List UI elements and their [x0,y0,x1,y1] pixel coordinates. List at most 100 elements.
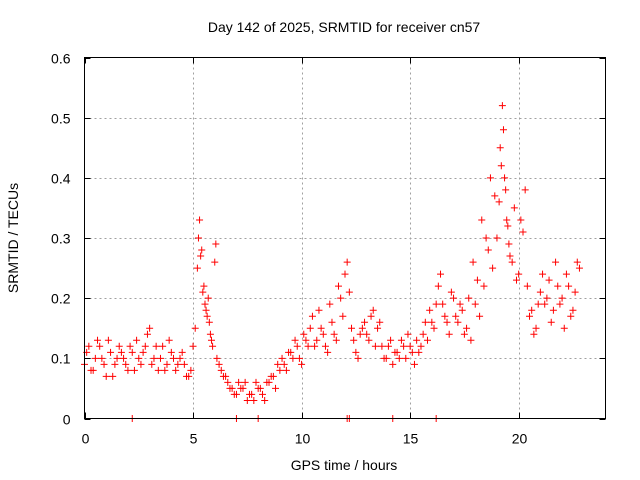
data-point [517,216,525,224]
data-point [415,348,423,356]
data-point [226,384,234,392]
data-point [243,396,251,404]
data-point [141,342,149,350]
data-point [321,342,329,350]
data-point [378,342,386,350]
y-axis-title: SRMTID / TECUs [5,183,21,293]
data-point [143,330,151,338]
chart-title: Day 142 of 2025, SRMTID for receiver cn5… [208,19,481,35]
data-point [98,354,106,362]
x-tick-label: 0 [82,431,90,447]
data-point [317,324,325,332]
data-point [311,342,319,350]
data-point [532,324,540,332]
data-point [328,318,336,326]
x-tick-label: 20 [512,431,528,447]
data-point [505,240,513,248]
data-point [193,264,201,272]
data-point [189,342,197,350]
data-point [224,378,232,386]
data-point [434,282,442,290]
data-point [460,330,468,338]
data-point [126,342,134,350]
data-point [534,300,542,308]
data-point [484,246,492,254]
data-point [302,336,310,344]
data-point [530,330,538,338]
data-point [497,162,505,170]
data-point [402,354,410,362]
data-point [512,276,520,284]
data-point [282,366,290,374]
data-point [291,336,299,344]
data-point [207,336,215,344]
data-point [165,336,173,344]
y-tick-label: 0.2 [51,291,71,307]
data-point [198,246,206,254]
data-point [482,234,490,242]
data-point [417,342,425,350]
data-point [508,258,516,266]
data-point [454,318,462,326]
data-point [363,330,371,338]
data-point [395,354,403,362]
data-point [241,378,249,386]
data-point [330,330,338,338]
data-point [187,366,195,374]
data-point [278,354,286,362]
data-point [235,378,243,386]
data-point [465,294,473,302]
data-point [87,366,95,374]
data-point [201,300,209,308]
data-point [523,282,531,290]
x-tick-label: 5 [190,431,198,447]
data-point [259,390,267,398]
data-point [493,234,501,242]
data-point [526,312,534,320]
data-point [293,342,301,350]
data-point [313,336,321,344]
data-point [565,282,573,290]
data-point [387,336,395,344]
data-point [556,300,564,308]
data-point [104,336,112,344]
data-point [350,336,358,344]
data-point [183,372,191,380]
data-point [408,348,416,356]
data-point [365,336,373,344]
data-point [549,306,557,314]
data-point [109,372,117,380]
data-point [452,312,460,320]
data-point [265,378,273,386]
data-point [319,330,327,338]
data-point [352,348,360,356]
data-point [341,270,349,278]
data-point [510,204,518,212]
data-point [441,312,449,320]
data-point [196,216,204,224]
data-point [159,342,167,350]
data-point [356,330,364,338]
data-point [389,360,397,368]
y-tick-label: 0.6 [51,51,71,67]
data-point [367,312,375,320]
data-point [274,360,282,368]
data-point [515,270,523,278]
data-point [343,258,351,266]
data-point [371,342,379,350]
data-point [384,342,392,350]
data-point [337,294,345,302]
y-tick-label: 0 [63,412,71,428]
data-point [406,342,414,350]
data-point [354,354,362,362]
data-point [239,384,247,392]
data-point [326,300,334,308]
data-point [458,306,466,314]
data-point [191,324,199,332]
data-point [486,174,494,182]
data-point [575,264,583,272]
data-point [230,390,238,398]
data-point [430,324,438,332]
data-point [91,354,99,362]
